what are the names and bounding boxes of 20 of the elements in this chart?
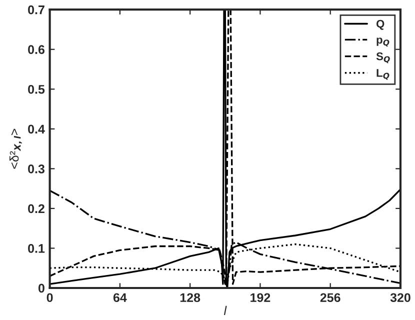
x-tick-label: 64 (113, 293, 127, 302)
y-tick-label: 0.5 (28, 84, 45, 94)
x-tick-label: 320 (390, 293, 410, 302)
y-tick-label: 0.6 (28, 45, 44, 54)
y-tick-label: 0 (38, 284, 44, 293)
y-tick-label: 0.7 (28, 5, 44, 14)
x-tick-label: 128 (180, 293, 200, 302)
y-axis-title: <δ²$_{X,l}$> (10, 128, 22, 169)
legend-label: L$_{Q}$ (376, 69, 390, 80)
y-tick-label: 0.1 (28, 244, 45, 253)
y-tick-label: 0.3 (28, 164, 44, 174)
x-axis-title: l (224, 306, 227, 315)
x-tick-label: 256 (320, 293, 340, 302)
legend-label: S$_{Q}$ (376, 52, 390, 64)
y-tick-label: 0.4 (28, 124, 45, 134)
x-tick-label: 0 (46, 293, 53, 302)
legend-label: p$_{Q}$ (376, 38, 390, 47)
y-tick-label: 0.2 (28, 204, 44, 214)
legend-label: Q (376, 20, 384, 30)
x-tick-label: 192 (250, 293, 270, 302)
